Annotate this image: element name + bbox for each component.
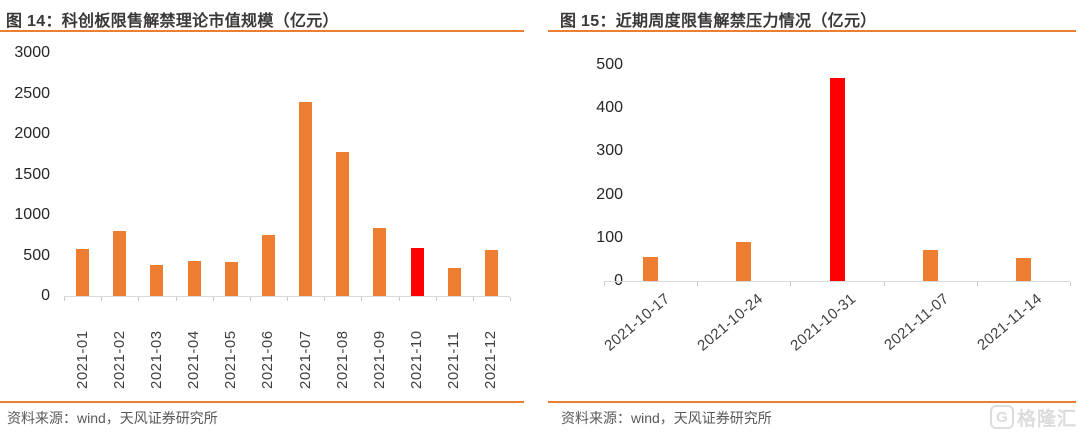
figure-14-title: 图 14：科创板限售解禁理论市值规模（亿元） <box>6 13 339 30</box>
bar-2021-10 <box>411 248 424 296</box>
x-axis-tick-mark <box>510 297 511 301</box>
y-axis-tick-label: 500 <box>596 56 623 73</box>
x-axis-tick-mark <box>250 297 251 301</box>
x-axis-line <box>64 296 510 297</box>
x-axis-label-2021-06: 2021-06 <box>259 330 276 389</box>
y-axis-tick-label: 2500 <box>14 84 50 102</box>
bar-2021-09 <box>373 228 386 296</box>
x-axis-tick-mark <box>176 297 177 301</box>
bar-2021-08 <box>336 152 349 296</box>
x-axis-tick-mark <box>287 297 288 301</box>
bar-2021-05 <box>225 262 238 296</box>
figure-14-title-rule <box>0 30 524 32</box>
x-axis-label-2021-11-14: 2021-11-14 <box>974 290 1046 354</box>
x-axis-tick-mark <box>884 282 885 286</box>
bar-2021-03 <box>150 265 163 296</box>
bar-2021-02 <box>113 231 126 296</box>
bar-2021-10-31 <box>830 78 845 281</box>
gelonghui-logo-icon: G <box>989 405 1014 429</box>
y-axis-tick-label: 1500 <box>14 165 50 183</box>
x-axis-label-2021-08: 2021-08 <box>334 330 351 389</box>
x-axis-label-2021-10-17: 2021-10-17 <box>601 290 674 355</box>
y-axis-tick-label: 2000 <box>14 125 50 142</box>
figure-15-source-rule <box>548 401 1076 403</box>
figure-14-bar-chart: 0 500 1000 1500 2000 2500 3000 2021-01 2021-02 20… <box>0 0 526 434</box>
x-axis-label-2021-01: 2021-01 <box>74 330 91 389</box>
y-axis-tick-label: 0 <box>546 272 623 290</box>
x-axis-label-2021-02: 2021-02 <box>111 330 128 389</box>
x-axis-label-2021-04: 2021-04 <box>185 330 202 389</box>
y-axis-tick-label: 500 <box>23 246 50 264</box>
x-axis-tick-mark <box>604 282 605 286</box>
x-axis-tick-mark <box>399 297 400 301</box>
figure-15-source: 资料来源：wind，天风证券研究所 <box>561 410 772 426</box>
bar-2021-07 <box>299 102 312 296</box>
x-axis-tick-mark <box>697 282 698 286</box>
y-axis-tick-label: 100 <box>596 228 623 246</box>
y-axis-tick-label: 0 <box>41 287 50 304</box>
x-axis-tick-mark <box>977 282 978 286</box>
x-axis-label-2021-10-24: 2021-10-24 <box>694 290 767 355</box>
x-axis-label-2021-03: 2021-03 <box>148 330 165 389</box>
figure-15-title-rule <box>548 30 1076 32</box>
bar-2021-01 <box>76 249 89 296</box>
x-axis-label-2021-12: 2021-12 <box>482 330 499 389</box>
x-axis-tick-mark <box>1070 282 1071 286</box>
figure-14-source-rule <box>0 401 524 403</box>
x-axis-label-2021-05: 2021-05 <box>222 330 239 389</box>
bar-2021-10-24 <box>736 242 751 281</box>
figure-14-panel: 图 14：科创板限售解禁理论市值规模（亿元） 0 500 1000 1500 2000 2… <box>0 0 526 434</box>
x-axis-label-2021-11: 2021-11 <box>445 331 462 389</box>
y-axis-tick-label: 400 <box>596 99 623 117</box>
y-axis-tick-label: 300 <box>596 142 623 160</box>
bar-2021-11-07 <box>923 250 938 281</box>
bar-2021-12 <box>485 250 498 296</box>
x-axis-tick-mark <box>473 297 474 301</box>
bar-2021-10-17 <box>643 257 658 281</box>
x-axis-label-2021-09: 2021-09 <box>371 330 388 389</box>
x-axis-label-2021-11-07: 2021-11-07 <box>881 290 953 354</box>
x-axis-tick-mark <box>790 282 791 286</box>
x-axis-tick-mark <box>361 297 362 301</box>
x-axis-tick-mark <box>436 297 437 301</box>
x-axis-tick-mark <box>324 297 325 301</box>
x-axis-tick-mark <box>138 297 139 301</box>
gelonghui-watermark: G 格隆汇 <box>989 403 1077 431</box>
bar-2021-04 <box>188 261 201 296</box>
bar-2021-11 <box>448 268 461 296</box>
x-axis-tick-mark <box>64 297 65 301</box>
bar-2021-06 <box>262 235 275 296</box>
figure-15-bar-chart: 0 100 200 300 400 500 2021-10-17 2021-10-24 2021… <box>546 0 1076 434</box>
x-axis-label-2021-10: 2021-10 <box>408 330 425 389</box>
y-axis-tick-label: 200 <box>596 185 623 203</box>
figure-14-source: 资料来源：wind，天风证券研究所 <box>7 410 218 426</box>
gelonghui-watermark-text: 格隆汇 <box>1016 408 1077 430</box>
y-axis-tick-label: 1000 <box>14 206 50 223</box>
x-axis-tick-mark <box>101 297 102 301</box>
figure-15-panel: 图 15：近期周度限售解禁压力情况（亿元） 0 100 200 300 400 500 20… <box>546 0 1076 434</box>
bar-2021-11-14 <box>1016 258 1031 281</box>
x-axis-label-2021-10-31: 2021-10-31 <box>787 290 860 355</box>
x-axis-label-2021-07: 2021-07 <box>297 330 314 389</box>
figure-15-title: 图 15：近期周度限售解禁压力情况（亿元） <box>560 13 877 30</box>
x-axis-line <box>604 281 1070 282</box>
x-axis-tick-mark <box>213 297 214 301</box>
y-axis-tick-label: 3000 <box>14 44 50 61</box>
